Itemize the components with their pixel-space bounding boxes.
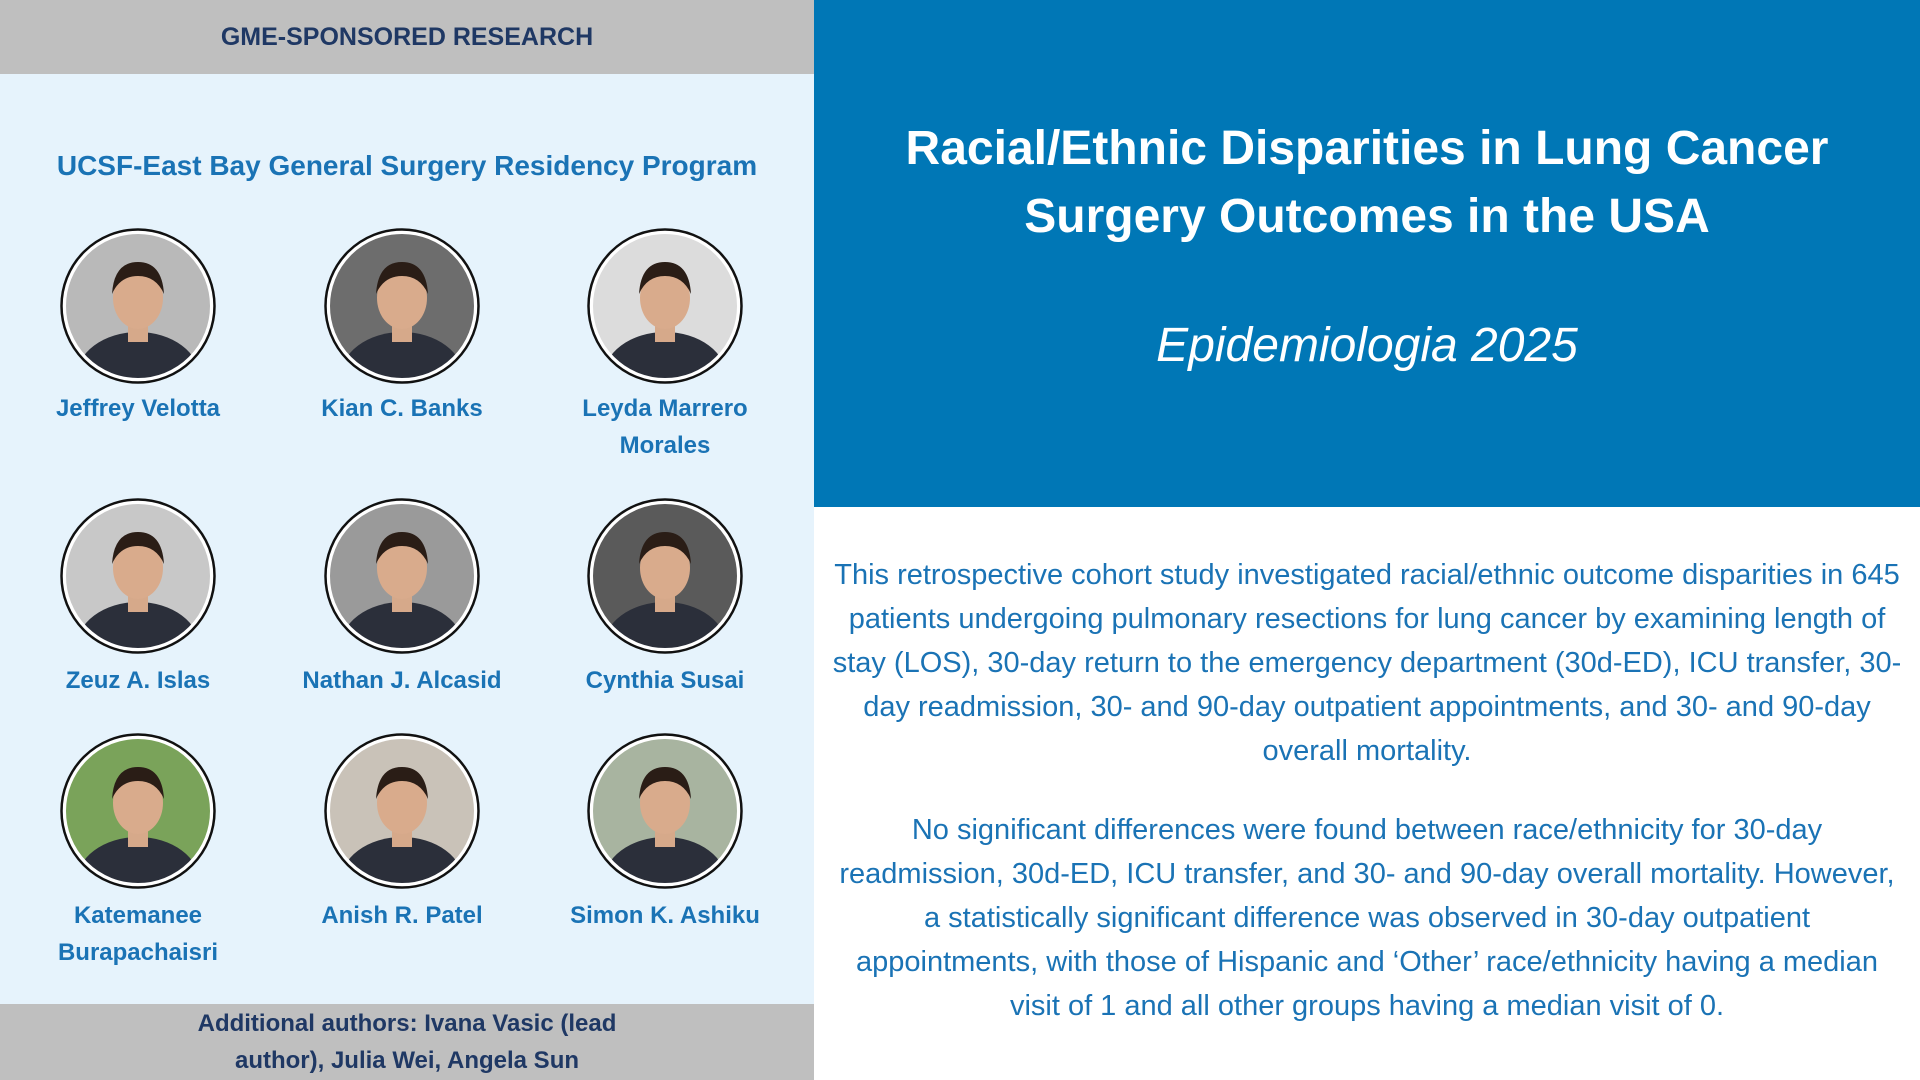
portrait: [587, 733, 743, 889]
person-name: Katemanee Burapachaisri: [57, 902, 219, 966]
portrait: [587, 228, 743, 384]
person-name: Jeffrey Velotta: [55, 395, 221, 422]
title-panel: [814, 0, 1920, 507]
portrait: [60, 733, 216, 889]
footer-bar: Additional authors: Ivana Vasic (lead au…: [0, 1004, 814, 1080]
person-name: Zeuz A. Islas: [65, 667, 211, 694]
portrait: [324, 228, 480, 384]
program-title: UCSF-East Bay General Surgery Residency …: [56, 150, 758, 181]
paragraph: No significant differences were found be…: [839, 814, 1895, 1022]
person-name: Cynthia Susai: [585, 667, 745, 694]
person-name: Kian C. Banks: [321, 395, 483, 422]
journal: Epidemiologia 2025: [1156, 319, 1578, 372]
person-name: Anish R. Patel: [321, 902, 483, 929]
article-title: Racial/Ethnic Disparities in Lung Cancer…: [905, 122, 1829, 243]
header-label: GME-SPONSORED RESEARCH: [220, 22, 594, 51]
paragraph: This retrospective cohort study investig…: [832, 559, 1902, 767]
portrait: [324, 733, 480, 889]
footer-text: Additional authors: Ivana Vasic (lead au…: [197, 1010, 617, 1074]
portrait: [60, 228, 216, 384]
person-name: Simon K. Ashiku: [570, 902, 760, 929]
portrait: [60, 498, 216, 654]
person-name: Leyda Marrero Morales: [582, 395, 748, 459]
person-name: Nathan J. Alcasid: [302, 667, 502, 694]
portrait: [587, 498, 743, 654]
header-bar: GME-SPONSORED RESEARCH: [0, 0, 814, 74]
portrait: [324, 498, 480, 654]
